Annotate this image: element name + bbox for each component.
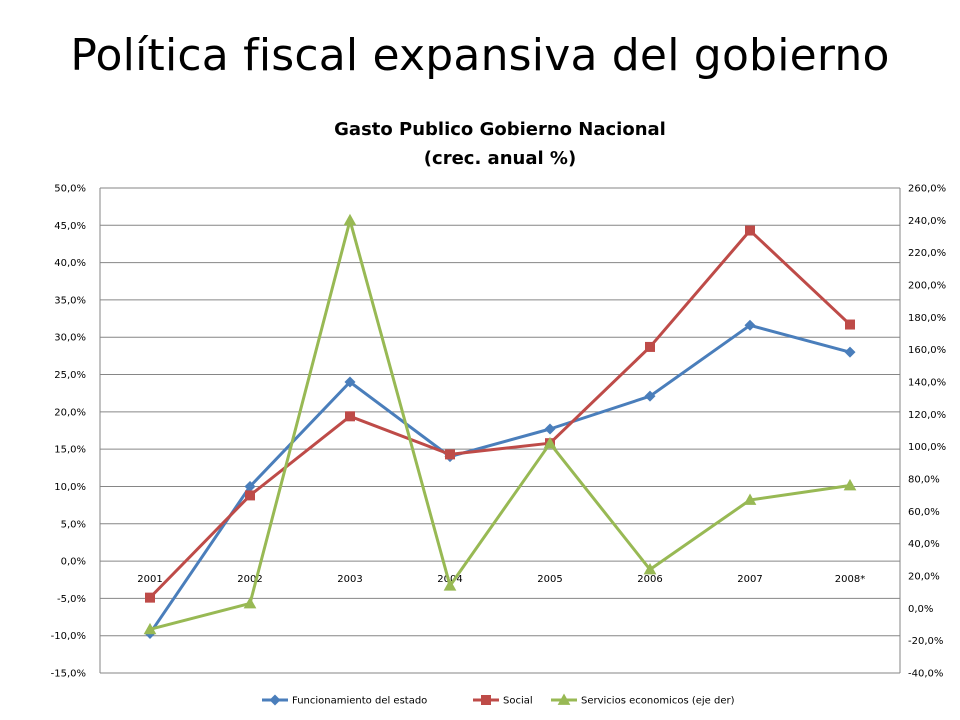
x-tick-label: 2001 bbox=[137, 574, 162, 585]
data-point-marker bbox=[481, 695, 491, 705]
data-point-marker bbox=[445, 449, 455, 460]
left-y-tick-label: 10,0% bbox=[54, 482, 86, 493]
data-point-marker bbox=[345, 411, 355, 422]
series-layer bbox=[143, 213, 857, 639]
chart-subtitle: (crec. anual %) bbox=[424, 148, 576, 169]
left-y-tick-label: 0,0% bbox=[61, 557, 86, 568]
right-y-tick-label: -40,0% bbox=[908, 669, 943, 680]
gridlines bbox=[100, 187, 900, 674]
left-y-tick-label: 50,0% bbox=[54, 184, 86, 195]
data-point-marker bbox=[845, 319, 855, 330]
right-y-tick-label: 200,0% bbox=[908, 281, 946, 292]
right-y-tick-label: 20,0% bbox=[908, 572, 940, 583]
left-y-tick-label: 15,0% bbox=[54, 445, 86, 456]
data-point-marker bbox=[844, 346, 856, 358]
legend-label: Funcionamiento del estado bbox=[292, 696, 427, 707]
legend: Funcionamiento del estado Social Servicios… bbox=[262, 693, 735, 707]
left-y-tick-label: 5,0% bbox=[61, 519, 86, 530]
right-y-tick-label: 40,0% bbox=[908, 539, 940, 550]
left-y-tick-label: 20,0% bbox=[54, 407, 86, 418]
right-y-axis: -40,0% -20,0% 0,0% 20,0% 40,0% 60,0% 80,0% 100,… bbox=[899, 184, 946, 680]
legend-item: Servicios economicos (eje der) bbox=[551, 693, 735, 707]
data-point-marker bbox=[557, 693, 571, 705]
left-y-tick-label: 45,0% bbox=[54, 221, 86, 232]
data-point-marker bbox=[145, 592, 155, 603]
data-point-marker bbox=[745, 225, 755, 236]
legend-item: Social bbox=[473, 695, 533, 707]
right-y-tick-label: 0,0% bbox=[908, 604, 933, 615]
left-y-tick-label: 35,0% bbox=[54, 295, 86, 306]
right-y-tick-label: 180,0% bbox=[908, 313, 946, 324]
right-y-tick-label: 60,0% bbox=[908, 507, 940, 518]
right-y-tick-label: 240,0% bbox=[908, 216, 946, 227]
data-point-marker bbox=[269, 694, 281, 706]
x-tick-label: 2006 bbox=[637, 574, 662, 585]
legend-label: Servicios economicos (eje der) bbox=[581, 696, 735, 707]
data-point-marker bbox=[643, 563, 657, 575]
right-y-tick-label: 140,0% bbox=[908, 378, 946, 389]
data-point-marker bbox=[543, 436, 557, 449]
data-point-marker bbox=[344, 376, 356, 388]
x-tick-label: 2002 bbox=[237, 574, 262, 585]
data-point-marker bbox=[443, 579, 457, 591]
series-line bbox=[149, 218, 851, 631]
right-y-tick-label: 80,0% bbox=[908, 475, 940, 486]
series-servicios-economicos-eje-der- bbox=[143, 213, 857, 635]
right-y-tick-label: 160,0% bbox=[908, 345, 946, 356]
left-y-tick-label: -5,0% bbox=[57, 594, 86, 605]
left-y-tick-label: -10,0% bbox=[51, 631, 86, 642]
right-y-tick-label: -20,0% bbox=[908, 636, 943, 647]
right-y-tick-label: 100,0% bbox=[908, 442, 946, 453]
data-point-marker bbox=[843, 478, 857, 491]
right-y-tick-label: 220,0% bbox=[908, 248, 946, 259]
data-point-marker bbox=[743, 493, 757, 505]
right-y-tick-label: 120,0% bbox=[908, 410, 946, 421]
left-y-tick-label: 40,0% bbox=[54, 258, 86, 269]
x-tick-label: 2007 bbox=[737, 574, 762, 585]
data-point-marker bbox=[744, 319, 756, 331]
data-point-marker bbox=[143, 622, 157, 635]
x-tick-label: 2003 bbox=[337, 574, 362, 585]
x-tick-label: 2008* bbox=[835, 574, 865, 585]
chart-title: Gasto Publico Gobierno Nacional bbox=[334, 119, 666, 140]
x-tick-label: 2005 bbox=[537, 574, 562, 585]
left-y-tick-label: -15,0% bbox=[51, 669, 86, 680]
right-y-tick-label: 260,0% bbox=[908, 184, 946, 195]
legend-item: Funcionamiento del estado bbox=[262, 694, 427, 707]
left-y-tick-label: 30,0% bbox=[54, 333, 86, 344]
legend-label: Social bbox=[503, 696, 533, 707]
x-axis: 20012002200320042005200620072008* bbox=[137, 574, 865, 585]
left-y-tick-label: 25,0% bbox=[54, 370, 86, 381]
series-line bbox=[148, 323, 851, 635]
data-point-marker bbox=[343, 213, 357, 226]
data-point-marker bbox=[243, 596, 257, 609]
slide-title: Política fiscal expansiva del gobierno bbox=[70, 30, 890, 81]
data-point-marker bbox=[644, 390, 656, 402]
left-y-axis: -15,0% -10,0% -5,0% 0,0% 5,0% 10,0% 15,0% 20,0%… bbox=[51, 184, 101, 680]
data-point-marker bbox=[245, 490, 255, 501]
series-funcionamiento-del-estado bbox=[144, 319, 856, 639]
data-point-marker bbox=[544, 423, 556, 435]
series-line bbox=[148, 229, 852, 599]
series-social bbox=[145, 225, 855, 603]
data-point-marker bbox=[645, 341, 655, 352]
